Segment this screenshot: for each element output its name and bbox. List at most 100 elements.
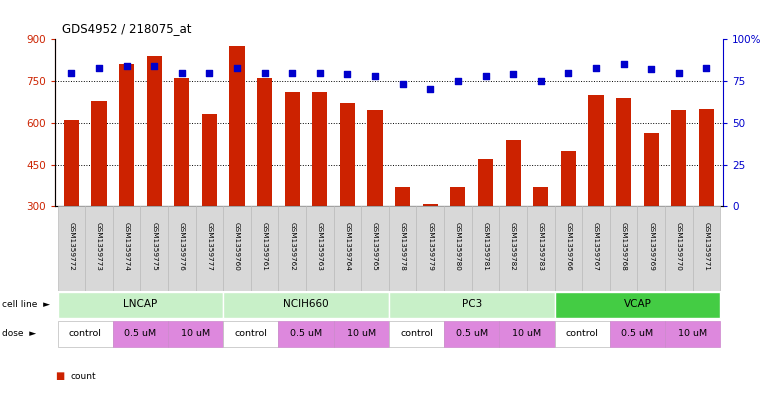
Text: GSM1359773: GSM1359773 <box>96 222 102 271</box>
Point <box>314 70 326 76</box>
Point <box>645 66 658 72</box>
Bar <box>64 120 79 206</box>
Bar <box>223 321 279 347</box>
Bar <box>499 321 555 347</box>
Point <box>259 70 271 76</box>
Bar <box>333 206 361 291</box>
Point <box>673 70 685 76</box>
Text: GSM1359774: GSM1359774 <box>123 222 129 271</box>
Text: GSM1359770: GSM1359770 <box>676 222 682 271</box>
Bar <box>389 206 416 291</box>
Text: ■: ■ <box>55 371 64 381</box>
Bar <box>168 206 196 291</box>
Bar <box>665 321 720 347</box>
Text: VCAP: VCAP <box>623 299 651 309</box>
Bar <box>527 206 555 291</box>
Text: 10 uM: 10 uM <box>181 329 210 338</box>
Text: GSM1359763: GSM1359763 <box>317 222 323 271</box>
Bar <box>610 321 665 347</box>
Bar <box>499 206 527 291</box>
Bar <box>478 159 493 206</box>
Text: 0.5 uM: 0.5 uM <box>124 329 157 338</box>
Point <box>700 64 712 71</box>
Point <box>479 73 492 79</box>
Text: 10 uM: 10 uM <box>512 329 542 338</box>
Text: GSM1359768: GSM1359768 <box>620 222 626 271</box>
Bar <box>85 206 113 291</box>
Bar <box>671 110 686 206</box>
Text: cell line  ►: cell line ► <box>2 301 49 309</box>
Text: count: count <box>70 372 96 380</box>
Text: GSM1359778: GSM1359778 <box>400 222 406 271</box>
Point <box>590 64 602 71</box>
Bar <box>368 110 383 206</box>
Bar <box>251 206 279 291</box>
Text: GSM1359764: GSM1359764 <box>345 222 351 271</box>
Bar <box>444 206 472 291</box>
Text: 0.5 uM: 0.5 uM <box>621 329 654 338</box>
Text: GSM1359781: GSM1359781 <box>482 222 489 271</box>
Bar <box>610 206 638 291</box>
Bar <box>168 321 223 347</box>
Bar <box>389 321 444 347</box>
Bar <box>555 206 582 291</box>
Point <box>396 81 409 88</box>
Bar <box>555 321 610 347</box>
Bar <box>555 292 720 318</box>
Point <box>424 86 436 93</box>
Bar <box>533 187 549 206</box>
Bar <box>223 292 389 318</box>
Point <box>369 73 381 79</box>
Bar <box>389 292 555 318</box>
Bar <box>196 206 223 291</box>
Bar <box>147 56 162 206</box>
Bar <box>361 206 389 291</box>
Text: control: control <box>400 329 433 338</box>
Point <box>176 70 188 76</box>
Point <box>617 61 629 68</box>
Text: GSM1359776: GSM1359776 <box>179 222 185 271</box>
Text: 10 uM: 10 uM <box>678 329 707 338</box>
Bar <box>119 64 134 206</box>
Bar <box>699 109 714 206</box>
Bar <box>58 321 113 347</box>
Text: control: control <box>68 329 102 338</box>
Bar <box>665 206 693 291</box>
Bar <box>174 78 189 206</box>
Text: GSM1359769: GSM1359769 <box>648 222 654 271</box>
Point <box>120 63 132 69</box>
Bar <box>588 95 603 206</box>
Text: control: control <box>565 329 599 338</box>
Bar <box>451 187 466 206</box>
Bar <box>472 206 499 291</box>
Text: GSM1359780: GSM1359780 <box>455 222 461 271</box>
Bar <box>638 206 665 291</box>
Bar <box>306 206 333 291</box>
Bar <box>279 321 333 347</box>
Bar <box>644 132 659 206</box>
Bar <box>58 292 223 318</box>
Bar <box>505 140 521 206</box>
Text: GSM1359771: GSM1359771 <box>703 222 709 271</box>
Point <box>148 63 161 69</box>
Text: 0.5 uM: 0.5 uM <box>290 329 322 338</box>
Bar <box>395 187 410 206</box>
Point <box>65 70 78 76</box>
Text: GSM1359765: GSM1359765 <box>372 222 378 271</box>
Text: GSM1359775: GSM1359775 <box>151 222 158 271</box>
Bar <box>312 92 327 206</box>
Text: control: control <box>234 329 267 338</box>
Bar <box>140 206 168 291</box>
Bar <box>202 114 217 206</box>
Bar <box>422 204 438 206</box>
Bar <box>561 151 576 206</box>
Text: GSM1359762: GSM1359762 <box>289 222 295 271</box>
Text: GSM1359779: GSM1359779 <box>427 222 433 271</box>
Text: GSM1359783: GSM1359783 <box>538 222 543 271</box>
Point <box>93 64 105 71</box>
Text: GSM1359760: GSM1359760 <box>234 222 240 271</box>
Bar <box>416 206 444 291</box>
Bar <box>113 206 140 291</box>
Text: PC3: PC3 <box>462 299 482 309</box>
Point <box>203 70 215 76</box>
